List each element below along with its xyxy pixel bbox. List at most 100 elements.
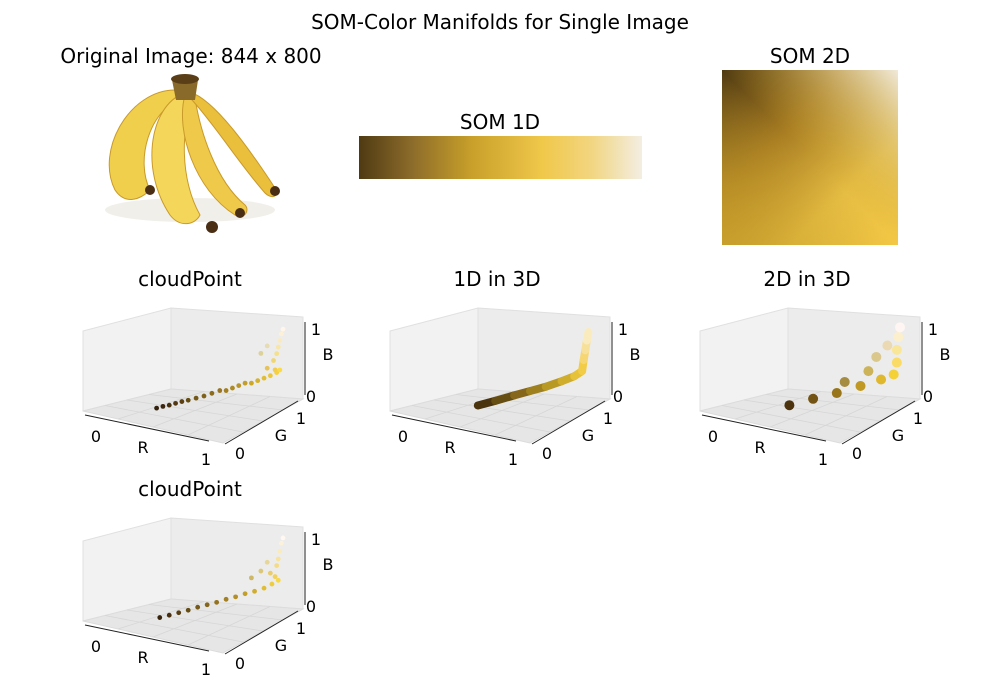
floor-pane [699,388,922,444]
data-point [258,350,264,356]
data-point [264,559,270,565]
banana-image [105,74,280,233]
grid-line [148,394,284,411]
data-point [891,357,902,368]
g-tick-label: 0 [542,444,552,463]
grid-line [804,396,888,436]
data-point [279,540,284,546]
g-tick-label: 0 [235,444,245,463]
data-point [193,395,199,401]
data-point [217,388,223,393]
grid-line [126,399,264,422]
axes-title: cloudPoint [138,477,242,501]
r-axis-line [701,414,827,442]
floor-pane [389,388,612,444]
data-point [252,588,257,594]
b-tick-label: 0 [613,387,623,406]
g-axis-label: G [582,426,594,445]
grid-line [433,399,571,422]
data-point [179,399,185,404]
axes-title: cloudPoint [138,267,242,291]
b-tick-label: 0 [306,597,316,616]
original-image-title: Original Image: 844 x 800 [60,44,321,68]
data-point [275,577,281,583]
data-point [258,568,264,574]
data-point [893,332,904,343]
data-point [223,388,229,393]
data-point [166,612,172,618]
data-point [201,393,207,399]
floor-pane [82,598,305,654]
r-tick-label: 0 [398,427,408,446]
grid-line [126,609,264,632]
data-point [185,397,191,403]
g-axis-line [224,610,299,655]
data-point [784,400,795,411]
data-point [831,388,842,399]
g-axis-line [841,400,916,445]
data-point [249,575,254,581]
data-point [154,405,160,411]
b-axis-label: B [323,345,334,364]
data-point [272,574,278,580]
data-point [166,402,172,408]
b-tick-label: 0 [923,387,933,406]
data-point [280,326,286,332]
data-point [242,591,248,597]
data-point [863,366,874,377]
grid-line [187,396,271,436]
r-axis-label: R [137,438,148,457]
r-tick-label: 1 [508,450,518,469]
data-point [855,380,866,391]
data-point [888,369,899,380]
data-point [255,378,261,384]
data-point [891,344,902,355]
data-point [195,604,201,610]
r-tick-label: 1 [818,450,828,469]
data-point [871,351,882,362]
axes-title: 1D in 3D [453,267,540,291]
data-point [160,403,166,409]
g-axis-label: G [892,426,904,445]
data-point [176,610,182,616]
b-tick-label: 1 [928,320,938,339]
data-point [157,615,163,620]
data-point [236,383,242,388]
data-point [280,535,286,541]
g-tick-label: 1 [296,409,306,428]
b-tick-label: 1 [618,320,628,339]
g-axis-line [224,400,299,445]
som1d-colorbar [359,136,642,179]
b-axis-label: B [940,345,951,364]
figure-title: SOM-Color Manifolds for Single Image [311,10,689,34]
b-axis-label: B [630,345,641,364]
data-point [185,607,191,613]
r-axis-line [84,624,210,652]
b-axis-label: B [323,555,334,574]
grid-line [494,396,578,436]
g-tick-label: 0 [235,654,245,673]
floor-pane [82,388,305,444]
b-tick-label: 1 [311,320,321,339]
data-point [214,599,220,605]
g-axis-line [531,400,606,445]
data-point [808,393,819,404]
data-point [876,374,887,385]
r-axis-label: R [137,648,148,667]
data-point [204,602,210,608]
r-tick-label: 0 [91,637,101,656]
g-tick-label: 0 [852,444,862,463]
grid-line [743,399,881,422]
b-tick-label: 0 [306,387,316,406]
g-tick-label: 1 [296,619,306,638]
data-point [209,390,215,396]
som2d-title: SOM 2D [770,44,850,68]
grid-line [148,604,284,621]
data-point [264,343,270,349]
data-point [242,380,248,386]
data-point [279,331,284,337]
data-point [261,585,267,591]
data-point [267,373,273,379]
